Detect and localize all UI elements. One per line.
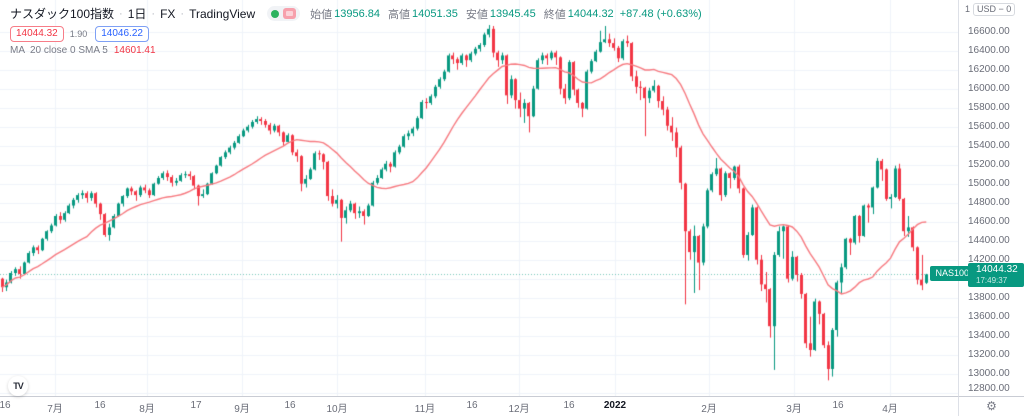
price-axis-tick: 13000.00 xyxy=(968,367,1010,379)
separator: · xyxy=(119,7,123,20)
time-axis-tick: 10月 xyxy=(326,404,348,415)
ask-badge[interactable]: 14046.22 xyxy=(95,25,149,42)
separator: · xyxy=(151,7,156,20)
symbol-title[interactable]: ナスダック100指数 xyxy=(10,7,115,21)
time-axis-tick: 2022 xyxy=(603,400,627,411)
price-axis-tick: 14800.00 xyxy=(968,196,1010,208)
price-axis-tick: 16400.00 xyxy=(968,44,1010,56)
ma-legend[interactable]: MA 20 close 0 SMA 5 14601.41 xyxy=(10,45,702,56)
price-axis-tick: 13800.00 xyxy=(968,291,1010,303)
close-value: 14044.32 xyxy=(567,7,614,20)
time-axis-tick: 16 xyxy=(284,400,296,411)
low-value: 13945.45 xyxy=(489,7,536,20)
exchange-label[interactable]: FX xyxy=(160,6,176,21)
time-axis-tick: 4月 xyxy=(882,404,898,415)
price-axis-tick: 16200.00 xyxy=(968,63,1010,75)
ohlc-readout: 始値 13956.84 高値 14051.35 安値 13945.45 終値 1… xyxy=(310,6,702,22)
gear-icon[interactable]: ⚙ xyxy=(986,399,997,413)
price-axis-tick: 13600.00 xyxy=(968,310,1010,322)
interval-label[interactable]: 1日 xyxy=(127,7,147,21)
price-axis-tick: 15200.00 xyxy=(968,158,1010,170)
time-axis-tick: 16 xyxy=(466,400,478,411)
time-axis-tick: 16 xyxy=(94,400,106,411)
realtime-dot-icon xyxy=(271,9,280,18)
symbol-price-line-tag[interactable]: NAS100 xyxy=(930,266,974,282)
separator: · xyxy=(180,7,185,20)
price-axis-tick: 15600.00 xyxy=(968,120,1010,132)
price-axis-tick: 14200.00 xyxy=(968,253,1010,265)
spread-value: 1.90 xyxy=(69,28,88,39)
time-axis-tick: 3月 xyxy=(786,404,802,415)
ma-title: MA xyxy=(10,45,25,56)
last-price-label[interactable]: 14044.32 17:49:37 xyxy=(968,263,1024,288)
time-axis-tick: 8月 xyxy=(139,404,155,415)
chart-legend: ナスダック100指数 · 1日 · FX · TradingView 始値 13… xyxy=(10,5,702,56)
price-axis-tick: 15800.00 xyxy=(968,101,1010,113)
change-value: +87.48 (+0.63%) xyxy=(619,7,702,20)
notification-icon xyxy=(283,8,297,19)
close-label: 終値 xyxy=(543,8,566,21)
price-axis-tick: 16000.00 xyxy=(968,82,1010,94)
open-label: 始値 xyxy=(310,8,333,21)
status-pill[interactable] xyxy=(267,6,301,21)
price-axis-tick: 12800.00 xyxy=(968,383,1010,394)
time-axis-tick: 16 xyxy=(0,400,11,411)
time-axis-tick: 12月 xyxy=(508,404,530,415)
price-unit-label: 1 USD − 0 xyxy=(965,3,1016,16)
price-axis-tick: 14400.00 xyxy=(968,234,1010,246)
price-axis-tick: 13400.00 xyxy=(968,329,1010,341)
axis-settings-corner: ⚙ xyxy=(958,396,1024,416)
tradingview-logo-icon[interactable]: TV xyxy=(8,376,28,396)
time-axis-tick: 16 xyxy=(563,400,575,411)
low-label: 安値 xyxy=(465,8,488,21)
open-value: 13956.84 xyxy=(334,7,381,20)
time-axis-tick: 9月 xyxy=(234,404,250,415)
price-axis-tick: 16600.00 xyxy=(968,25,1010,37)
time-axis-tick: 11月 xyxy=(414,404,436,415)
price-axis-tick: 14600.00 xyxy=(968,215,1010,227)
time-axis-tick: 17 xyxy=(190,400,202,411)
ma-params: 20 close 0 SMA 5 xyxy=(30,45,108,56)
ma-value: 14601.41 xyxy=(113,45,156,56)
bar-countdown: 17:49:37 xyxy=(976,276,1008,286)
provider-label[interactable]: TradingView xyxy=(189,6,256,21)
bid-badge[interactable]: 14044.32 xyxy=(10,25,64,42)
price-axis-tick: 13200.00 xyxy=(968,348,1010,360)
high-label: 高値 xyxy=(388,8,411,21)
price-axis[interactable]: 1 USD − 0 16600.00 16400.00 16200.00 16000.0… xyxy=(958,0,1024,396)
high-value: 14051.35 xyxy=(412,7,458,20)
candlestick-chart-canvas[interactable] xyxy=(0,0,958,396)
time-axis-tick: 2月 xyxy=(701,404,717,415)
last-price-value: 14044.32 xyxy=(976,264,1018,276)
time-axis-tick: 7月 xyxy=(47,404,63,415)
time-axis[interactable]: 16 7月 16 8月 17 9月 16 10月 11月 16 12月 16 2022 2月 3月 16 4月 xyxy=(0,396,958,416)
price-axis-tick: 15000.00 xyxy=(968,177,1010,189)
time-axis-tick: 16 xyxy=(832,400,844,411)
price-axis-tick: 15400.00 xyxy=(968,139,1010,151)
